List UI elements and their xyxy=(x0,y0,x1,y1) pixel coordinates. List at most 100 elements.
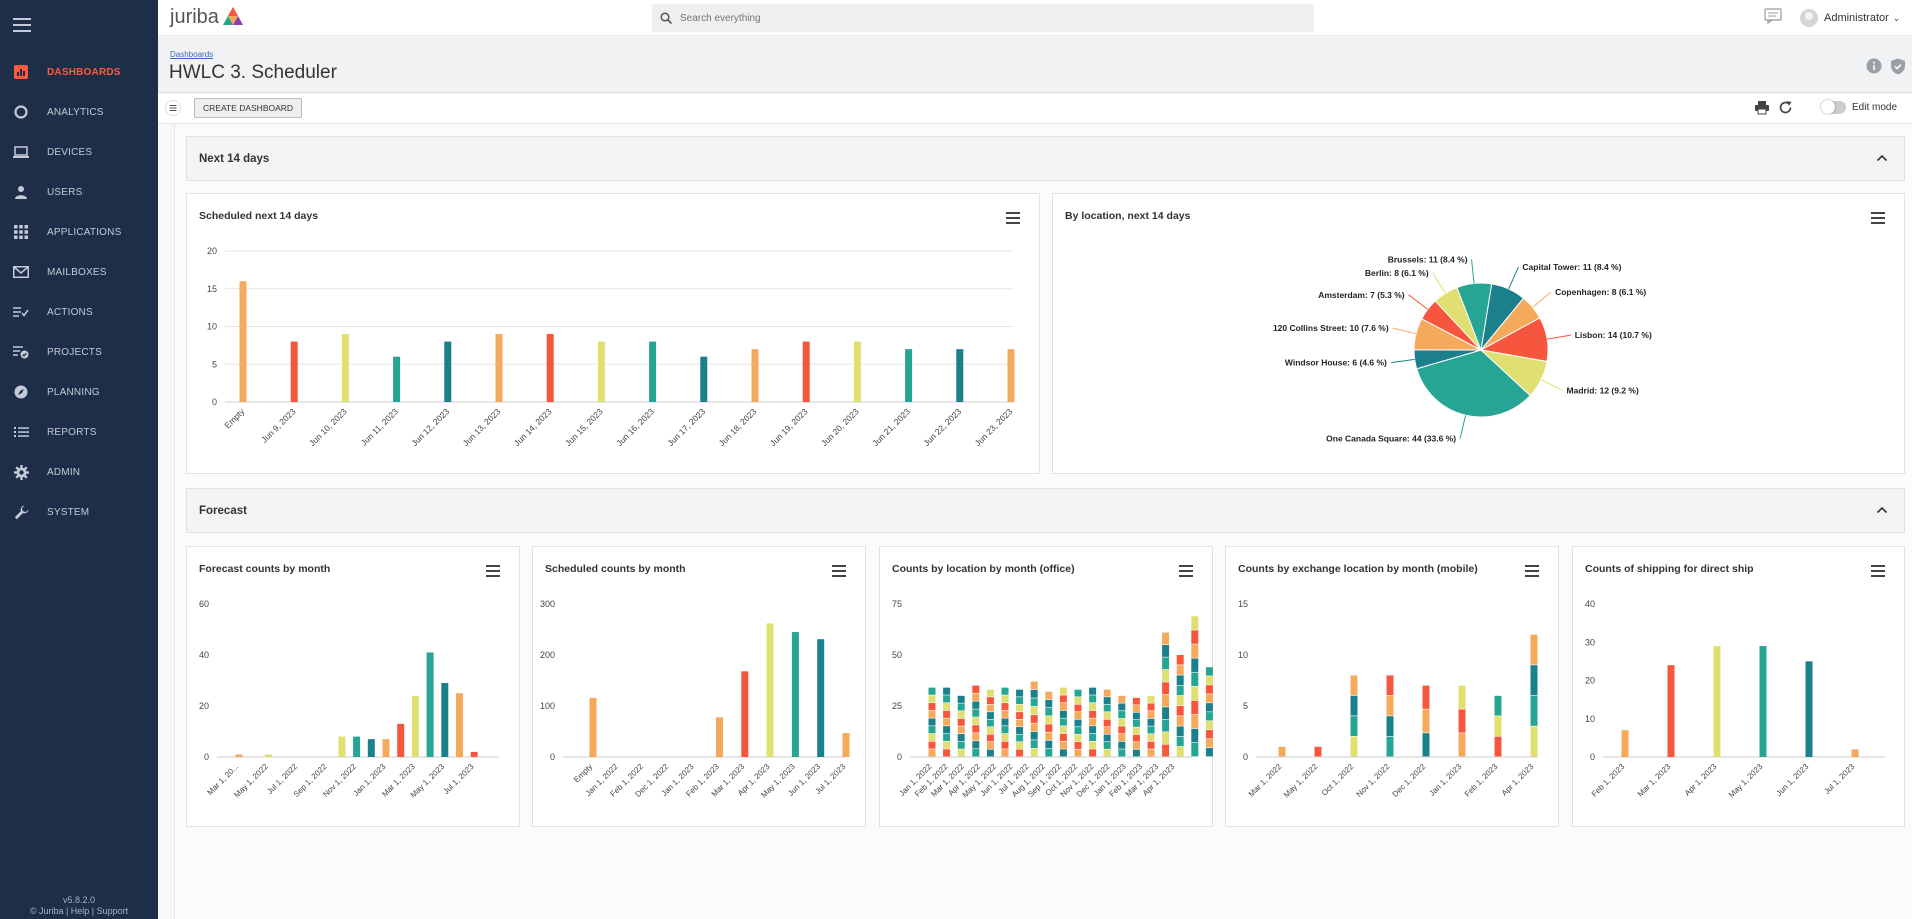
bar-segment xyxy=(1494,736,1502,757)
brand-logo[interactable]: juriba xyxy=(170,6,219,29)
y-tick-label: 0 xyxy=(897,752,902,762)
page-title: HWLC 3. Scheduler xyxy=(169,62,337,83)
search-input[interactable] xyxy=(680,12,1280,24)
bar-segment xyxy=(1045,748,1053,757)
bar-segment xyxy=(1016,742,1024,749)
sidebar-item-devices[interactable]: DEVICES xyxy=(0,137,158,167)
card-title: Counts by exchange location by month (mo… xyxy=(1238,563,1478,575)
pie-label: Copenhagen: 8 (6.1 %) xyxy=(1555,287,1646,297)
shield-icon[interactable] xyxy=(1890,58,1906,75)
card-title: Forecast counts by month xyxy=(199,563,331,575)
chart-menu-icon[interactable] xyxy=(1525,565,1539,580)
bar-segment xyxy=(1132,697,1140,705)
sidebar-item-analytics[interactable]: ANALYTICS xyxy=(0,97,158,127)
bar xyxy=(367,739,375,757)
chart-menu-icon[interactable] xyxy=(1871,565,1885,580)
bar xyxy=(235,754,243,757)
chevron-up-icon[interactable] xyxy=(1876,153,1888,163)
bar-segment xyxy=(1176,746,1184,757)
bar-segment xyxy=(1386,716,1394,736)
x-tick-label: Jul 1, 2023 xyxy=(442,762,476,796)
bar-segment xyxy=(1147,711,1155,719)
footer-links[interactable]: © Juriba | Help | Support xyxy=(29,906,129,916)
section-next-14-days[interactable]: Next 14 days xyxy=(186,136,1905,181)
bar-segment xyxy=(1103,719,1111,727)
chart-menu-icon[interactable] xyxy=(1871,212,1885,227)
breadcrumb[interactable]: Dashboards xyxy=(170,50,214,59)
bar-segment xyxy=(1132,727,1140,735)
hamburger-menu-icon[interactable] xyxy=(13,18,31,32)
x-tick-label: Jun 23, 2023 xyxy=(973,406,1015,448)
print-icon[interactable] xyxy=(1754,100,1770,115)
bar-segment xyxy=(1147,741,1155,749)
sidebar-item-applications[interactable]: APPLICATIONS xyxy=(0,217,158,247)
bar xyxy=(1805,661,1813,757)
bar-segment xyxy=(1205,739,1213,748)
bar-segment xyxy=(1074,712,1082,719)
sidebar-item-admin[interactable]: ADMIN xyxy=(0,457,158,487)
donut-icon xyxy=(13,104,29,120)
bar-segment xyxy=(1118,703,1126,711)
sidebar-item-label: SYSTEM xyxy=(47,506,90,518)
info-icon[interactable] xyxy=(1866,58,1882,74)
bar-segment xyxy=(986,734,994,742)
user-menu[interactable]: Administrator ⌄ xyxy=(1800,9,1900,27)
x-tick-label: Oct 1, 2022 xyxy=(1320,762,1356,798)
section-title: Forecast xyxy=(199,505,247,517)
x-tick-label: Jun 21, 2023 xyxy=(870,406,912,448)
bar-segment xyxy=(1059,710,1067,718)
search-bar[interactable] xyxy=(652,4,1314,32)
x-tick-label: Empty xyxy=(572,762,594,784)
card-counts-shipping: Counts of shipping for direct ship 0 10 20… xyxy=(1572,546,1905,827)
bar-segment xyxy=(957,749,965,757)
bar-segment xyxy=(1059,726,1067,734)
bar-segment xyxy=(1147,718,1155,726)
x-tick-label: May 1, 2022 xyxy=(1282,762,1320,800)
bar-segment xyxy=(1030,748,1038,757)
bar-segment xyxy=(1016,704,1024,712)
y-tick-label: 75 xyxy=(892,599,902,609)
sidebar-item-actions[interactable]: ACTIONS xyxy=(0,297,158,327)
bar-segment xyxy=(1045,708,1053,716)
bar-segment xyxy=(1147,695,1155,703)
chat-icon[interactable] xyxy=(1764,8,1782,24)
sidebar-item-reports[interactable]: REPORTS xyxy=(0,417,158,447)
y-tick-label: 25 xyxy=(892,701,902,711)
bar-segment xyxy=(1205,712,1213,721)
bar xyxy=(397,723,405,757)
sidebar-item-projects[interactable]: PROJECTS xyxy=(0,337,158,367)
sidebar-item-system[interactable]: SYSTEM xyxy=(0,497,158,527)
edit-mode-toggle[interactable] xyxy=(1821,100,1846,114)
sidebar-item-dashboards[interactable]: DASHBOARDS xyxy=(0,57,158,87)
bar-segment xyxy=(1205,685,1213,694)
bar-segment xyxy=(957,734,965,742)
sidebar-item-label: ADMIN xyxy=(47,466,81,478)
compass-icon xyxy=(13,384,29,400)
chart-menu-icon[interactable] xyxy=(486,565,500,580)
chart-menu-icon[interactable] xyxy=(832,565,846,580)
avatar xyxy=(1800,9,1818,27)
bar xyxy=(470,751,478,757)
x-tick-label: Jun 9, 2023 xyxy=(259,406,298,445)
bar-segment xyxy=(1191,686,1199,701)
y-tick-label: 0 xyxy=(1590,752,1595,762)
bar xyxy=(239,281,247,402)
dashboard-toolbar: CREATE DASHBOARD Edit mode xyxy=(158,94,1912,124)
bar-segment xyxy=(986,704,994,712)
dashboard-list-toggle[interactable] xyxy=(165,100,181,116)
y-tick-label: 0 xyxy=(204,752,209,762)
sidebar-item-planning[interactable]: PLANNING xyxy=(0,377,158,407)
bar-segment xyxy=(1132,742,1140,750)
x-tick-label: Apr 1, 2023 xyxy=(1683,762,1719,798)
refresh-icon[interactable] xyxy=(1778,100,1793,115)
sidebar-item-mailboxes[interactable]: MAILBOXES xyxy=(0,257,158,287)
chart-menu-icon[interactable] xyxy=(1179,565,1193,580)
create-dashboard-button[interactable]: CREATE DASHBOARD xyxy=(194,98,303,118)
section-forecast[interactable]: Forecast xyxy=(186,488,1905,533)
chevron-up-icon[interactable] xyxy=(1876,505,1888,515)
chart-menu-icon[interactable] xyxy=(1006,212,1020,227)
bar-segment xyxy=(1103,712,1111,719)
bar-segment xyxy=(1147,734,1155,742)
sidebar-item-users[interactable]: USERS xyxy=(0,177,158,207)
bar-segment xyxy=(1278,746,1286,757)
